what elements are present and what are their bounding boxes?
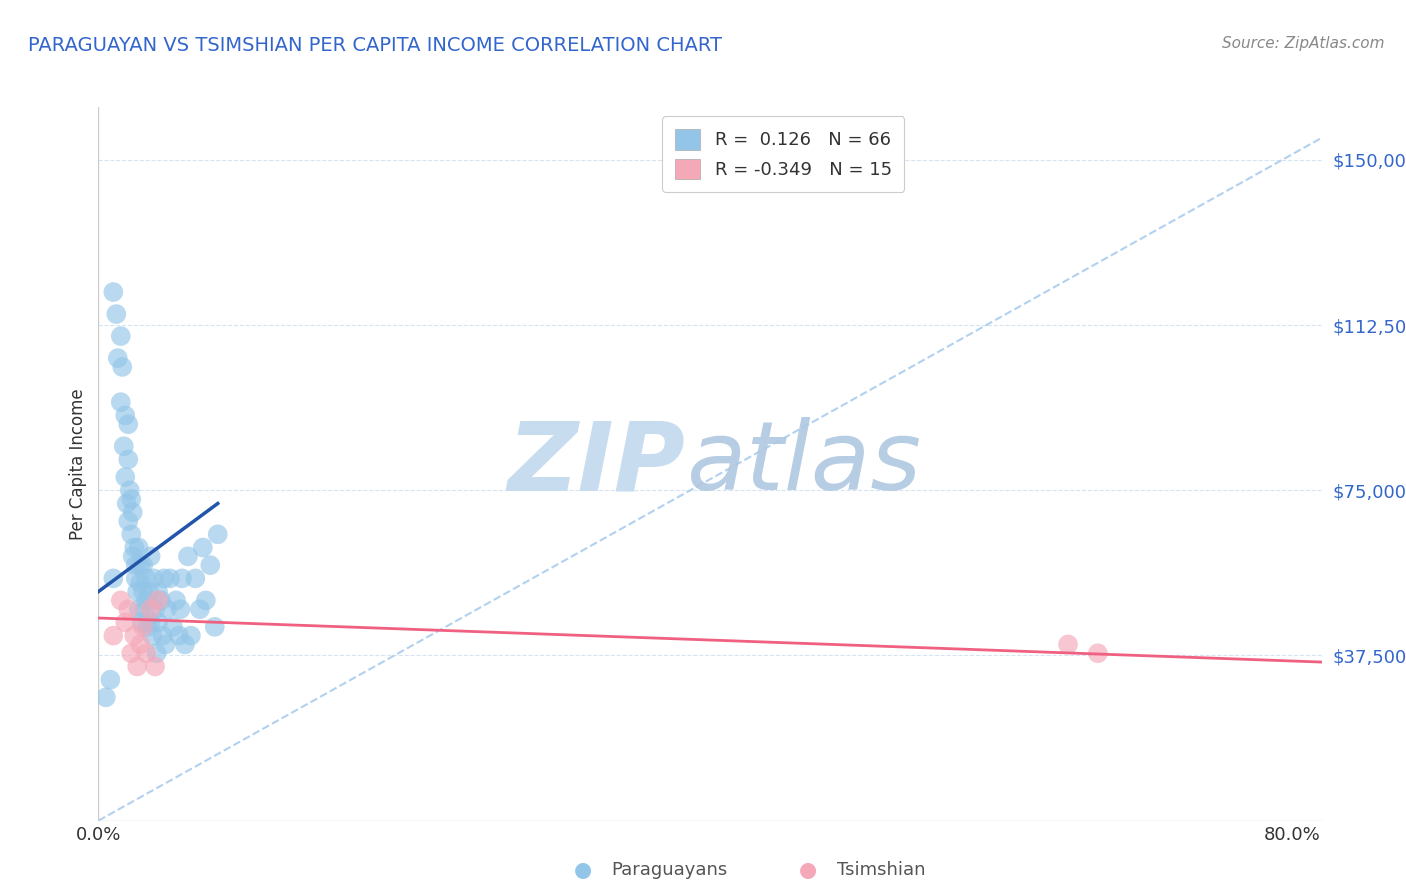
Point bbox=[117, 452, 139, 467]
Text: Source: ZipAtlas.com: Source: ZipAtlas.com bbox=[1222, 36, 1385, 51]
Point bbox=[115, 496, 138, 510]
Point bbox=[194, 593, 217, 607]
Point bbox=[142, 571, 165, 585]
Text: PARAGUAYAN VS TSIMSHIAN PER CAPITA INCOME CORRELATION CHART: PARAGUAYAN VS TSIMSHIAN PER CAPITA INCOM… bbox=[28, 36, 723, 54]
Point bbox=[127, 659, 149, 673]
Point bbox=[167, 629, 190, 643]
Point bbox=[162, 620, 184, 634]
Point bbox=[139, 549, 162, 564]
Point bbox=[191, 541, 214, 555]
Point bbox=[122, 629, 145, 643]
Point bbox=[141, 629, 163, 643]
Point bbox=[1087, 646, 1109, 660]
Point bbox=[143, 659, 166, 673]
Point bbox=[120, 492, 142, 507]
Point bbox=[131, 615, 153, 630]
Point bbox=[118, 483, 141, 498]
Text: atlas: atlas bbox=[686, 417, 921, 510]
Point bbox=[103, 285, 125, 299]
Point bbox=[204, 620, 226, 634]
Point bbox=[200, 558, 222, 573]
Point bbox=[114, 615, 136, 630]
Point bbox=[127, 584, 149, 599]
Text: ●: ● bbox=[575, 860, 592, 880]
Point bbox=[138, 584, 160, 599]
Point bbox=[129, 558, 152, 573]
Point bbox=[207, 527, 229, 541]
Point bbox=[180, 629, 202, 643]
Point bbox=[125, 571, 148, 585]
Point bbox=[152, 629, 174, 643]
Point bbox=[145, 646, 167, 660]
Point bbox=[188, 602, 211, 616]
Point bbox=[120, 646, 142, 660]
Point bbox=[111, 359, 134, 374]
Point bbox=[98, 673, 121, 687]
Point bbox=[117, 602, 139, 616]
Point bbox=[129, 575, 152, 590]
Point bbox=[135, 571, 157, 585]
Point bbox=[122, 541, 145, 555]
Point bbox=[146, 615, 169, 630]
Point bbox=[103, 571, 125, 585]
Point bbox=[110, 593, 132, 607]
Point bbox=[110, 329, 132, 343]
Point bbox=[132, 620, 155, 634]
Point bbox=[125, 558, 148, 573]
Text: Paraguayans: Paraguayans bbox=[612, 861, 728, 879]
Point bbox=[169, 602, 191, 616]
Point bbox=[136, 620, 159, 634]
Point bbox=[103, 629, 125, 643]
Point bbox=[120, 527, 142, 541]
Point bbox=[107, 351, 129, 365]
Point bbox=[110, 395, 132, 409]
Point bbox=[174, 637, 197, 651]
Point bbox=[156, 602, 179, 616]
Legend: R =  0.126   N = 66, R = -0.349   N = 15: R = 0.126 N = 66, R = -0.349 N = 15 bbox=[662, 116, 904, 192]
Point bbox=[117, 417, 139, 432]
Point bbox=[165, 593, 187, 607]
Point bbox=[121, 549, 143, 564]
Text: ●: ● bbox=[800, 860, 817, 880]
Point bbox=[135, 593, 157, 607]
Point bbox=[177, 549, 200, 564]
Point bbox=[159, 571, 181, 585]
Point bbox=[146, 584, 169, 599]
Point bbox=[139, 615, 162, 630]
Point bbox=[143, 602, 166, 616]
Point bbox=[129, 637, 152, 651]
Point bbox=[105, 307, 128, 321]
Point bbox=[121, 505, 143, 519]
Point bbox=[170, 571, 193, 585]
Point bbox=[184, 571, 207, 585]
Point bbox=[134, 602, 156, 616]
Point bbox=[139, 602, 162, 616]
Y-axis label: Per Capita Income: Per Capita Income bbox=[69, 388, 87, 540]
Point bbox=[153, 571, 176, 585]
Point bbox=[94, 690, 117, 705]
Point bbox=[146, 593, 169, 607]
Point bbox=[155, 637, 177, 651]
Text: ZIP: ZIP bbox=[508, 417, 686, 510]
Point bbox=[132, 558, 155, 573]
Point bbox=[1057, 637, 1080, 651]
Point bbox=[114, 409, 136, 423]
Point bbox=[112, 439, 135, 453]
Point bbox=[114, 470, 136, 484]
Point bbox=[117, 514, 139, 528]
Point bbox=[128, 541, 150, 555]
Text: Tsimshian: Tsimshian bbox=[837, 861, 925, 879]
Point bbox=[135, 646, 157, 660]
Point bbox=[150, 593, 173, 607]
Point bbox=[132, 584, 155, 599]
Point bbox=[128, 602, 150, 616]
